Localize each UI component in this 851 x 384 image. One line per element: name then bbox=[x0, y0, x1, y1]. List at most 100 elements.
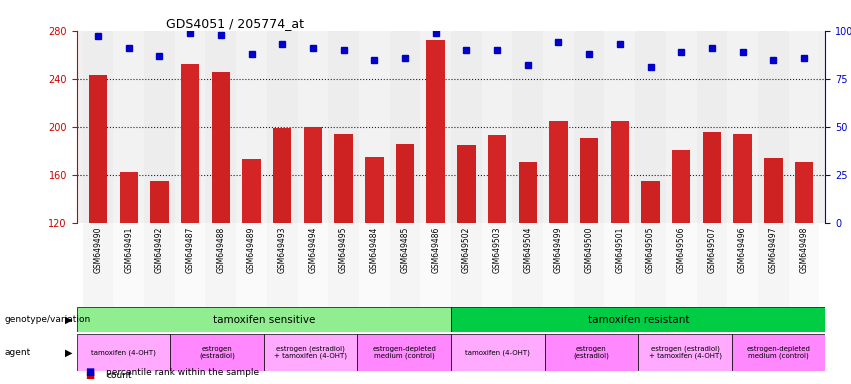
Bar bbox=[298, 31, 328, 223]
Text: ■: ■ bbox=[85, 367, 94, 377]
Bar bbox=[611, 121, 629, 223]
Text: GSM649493: GSM649493 bbox=[277, 227, 287, 273]
Bar bbox=[113, 223, 144, 307]
Bar bbox=[482, 223, 512, 307]
Text: genotype/variation: genotype/variation bbox=[4, 315, 90, 324]
Text: tamoxifen sensitive: tamoxifen sensitive bbox=[213, 314, 315, 325]
Text: GDS4051 / 205774_at: GDS4051 / 205774_at bbox=[167, 17, 305, 30]
Bar bbox=[574, 31, 604, 223]
Text: estrogen
(estradiol): estrogen (estradiol) bbox=[199, 346, 235, 359]
Bar bbox=[243, 159, 260, 223]
Text: tamoxifen (4-OHT): tamoxifen (4-OHT) bbox=[465, 349, 530, 356]
Bar bbox=[390, 223, 420, 307]
FancyBboxPatch shape bbox=[264, 334, 357, 371]
Text: GSM649497: GSM649497 bbox=[768, 227, 778, 273]
Text: GSM649492: GSM649492 bbox=[155, 227, 164, 273]
Bar bbox=[144, 31, 174, 223]
Text: estrogen (estradiol)
+ tamoxifen (4-OHT): estrogen (estradiol) + tamoxifen (4-OHT) bbox=[274, 345, 347, 359]
Bar bbox=[390, 31, 420, 223]
Text: GSM649506: GSM649506 bbox=[677, 227, 686, 273]
FancyBboxPatch shape bbox=[451, 334, 545, 371]
Bar bbox=[697, 31, 728, 223]
Text: GSM649495: GSM649495 bbox=[339, 227, 348, 273]
Text: GSM649489: GSM649489 bbox=[247, 227, 256, 273]
FancyBboxPatch shape bbox=[732, 334, 825, 371]
Bar bbox=[635, 223, 665, 307]
Text: GSM649488: GSM649488 bbox=[216, 227, 226, 273]
Bar bbox=[328, 31, 359, 223]
Bar bbox=[273, 128, 291, 223]
Text: count: count bbox=[106, 371, 132, 380]
Bar bbox=[604, 31, 635, 223]
Bar bbox=[665, 223, 697, 307]
Text: estrogen
(estradiol): estrogen (estradiol) bbox=[574, 346, 609, 359]
Bar bbox=[151, 181, 168, 223]
Text: estrogen-depleted
medium (control): estrogen-depleted medium (control) bbox=[746, 346, 811, 359]
Text: GSM649490: GSM649490 bbox=[94, 227, 103, 273]
Text: GSM649484: GSM649484 bbox=[370, 227, 379, 273]
FancyBboxPatch shape bbox=[77, 334, 170, 371]
Text: tamoxifen (4-OHT): tamoxifen (4-OHT) bbox=[91, 349, 156, 356]
Bar bbox=[789, 223, 820, 307]
Bar bbox=[488, 135, 506, 223]
Bar bbox=[697, 223, 728, 307]
Text: GSM649487: GSM649487 bbox=[186, 227, 195, 273]
FancyBboxPatch shape bbox=[545, 334, 638, 371]
Bar bbox=[580, 137, 598, 223]
Text: GSM649498: GSM649498 bbox=[799, 227, 808, 273]
Bar bbox=[420, 223, 451, 307]
Bar bbox=[758, 223, 789, 307]
Bar bbox=[144, 223, 174, 307]
Bar bbox=[359, 31, 390, 223]
Bar bbox=[365, 157, 384, 223]
Text: ▶: ▶ bbox=[66, 347, 72, 358]
Bar bbox=[237, 31, 267, 223]
Bar bbox=[205, 223, 237, 307]
Bar bbox=[212, 71, 230, 223]
Text: GSM649504: GSM649504 bbox=[523, 227, 532, 273]
Text: GSM649486: GSM649486 bbox=[431, 227, 440, 273]
Bar bbox=[334, 134, 353, 223]
Text: estrogen-depleted
medium (control): estrogen-depleted medium (control) bbox=[372, 346, 437, 359]
Bar bbox=[420, 31, 451, 223]
Bar bbox=[518, 162, 537, 223]
FancyBboxPatch shape bbox=[451, 307, 825, 332]
Bar bbox=[174, 223, 205, 307]
Text: tamoxifen resistant: tamoxifen resistant bbox=[587, 314, 689, 325]
Bar bbox=[267, 223, 298, 307]
Text: estrogen (estradiol)
+ tamoxifen (4-OHT): estrogen (estradiol) + tamoxifen (4-OHT) bbox=[648, 345, 722, 359]
Text: ▶: ▶ bbox=[66, 314, 72, 325]
Text: GSM649502: GSM649502 bbox=[462, 227, 471, 273]
FancyBboxPatch shape bbox=[357, 334, 451, 371]
Bar bbox=[549, 121, 568, 223]
Bar bbox=[89, 75, 107, 223]
Bar bbox=[795, 162, 814, 223]
Bar bbox=[635, 31, 665, 223]
Text: GSM649503: GSM649503 bbox=[493, 227, 501, 273]
Text: GSM649485: GSM649485 bbox=[401, 227, 409, 273]
Bar bbox=[764, 158, 783, 223]
Bar bbox=[298, 223, 328, 307]
Bar bbox=[181, 64, 199, 223]
Bar bbox=[304, 127, 323, 223]
Text: agent: agent bbox=[4, 348, 31, 357]
Bar bbox=[174, 31, 205, 223]
Bar bbox=[83, 223, 113, 307]
Bar bbox=[451, 31, 482, 223]
Bar bbox=[728, 223, 758, 307]
Bar bbox=[543, 31, 574, 223]
Bar bbox=[672, 149, 690, 223]
Bar bbox=[451, 223, 482, 307]
Text: percentile rank within the sample: percentile rank within the sample bbox=[106, 369, 260, 377]
Bar bbox=[396, 144, 414, 223]
Bar bbox=[512, 223, 543, 307]
Bar bbox=[543, 223, 574, 307]
Bar bbox=[482, 31, 512, 223]
Bar bbox=[426, 40, 445, 223]
Bar bbox=[113, 31, 144, 223]
Text: GSM649499: GSM649499 bbox=[554, 227, 563, 273]
Bar bbox=[267, 31, 298, 223]
Text: GSM649491: GSM649491 bbox=[124, 227, 134, 273]
Bar bbox=[574, 223, 604, 307]
Bar bbox=[83, 31, 113, 223]
